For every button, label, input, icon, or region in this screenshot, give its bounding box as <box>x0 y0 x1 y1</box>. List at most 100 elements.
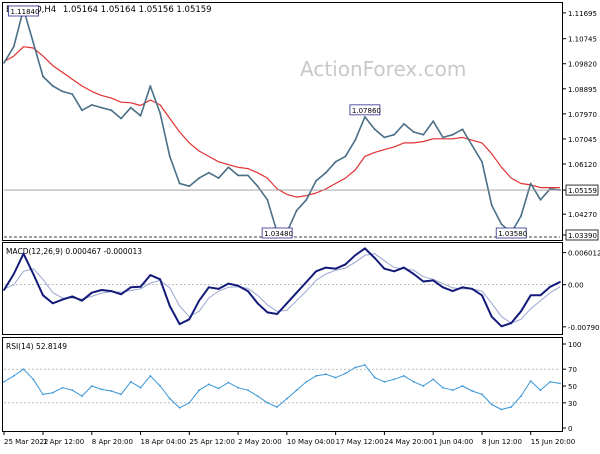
price-point <box>178 182 181 185</box>
time-tick-label: 1 Apr 12:00 <box>43 438 84 446</box>
macd-point <box>481 294 483 297</box>
price-point <box>110 109 113 112</box>
macd-point <box>51 302 54 305</box>
price-point <box>354 139 357 142</box>
price-point <box>266 198 269 201</box>
price-point <box>442 136 444 139</box>
price-point <box>32 41 35 44</box>
price-annotation-label: 1.11840 <box>11 8 40 16</box>
price-axis: 1.11695 1.10745 1.09820 1.08895 1.07970 1.070… <box>562 10 599 241</box>
rsi-guide-lines <box>4 368 560 404</box>
price-point <box>422 133 425 136</box>
price-line <box>3 8 561 234</box>
rsi-point <box>422 385 425 387</box>
price-point <box>520 215 522 217</box>
price-point <box>149 85 152 87</box>
support-price-box <box>565 229 599 241</box>
macd-point <box>393 270 396 273</box>
price-point <box>451 133 454 136</box>
price-point <box>344 155 347 158</box>
macd-point <box>198 299 201 302</box>
macd-point <box>403 266 405 269</box>
rsi-point <box>334 376 337 379</box>
price-tick-label: 1.09820 <box>568 61 597 69</box>
price-point <box>90 104 93 106</box>
rsi-point <box>393 378 396 381</box>
macd-point <box>461 286 464 289</box>
price-tick-label: 1.06120 <box>568 161 597 169</box>
price-point <box>539 198 542 201</box>
macd-point <box>178 323 181 325</box>
price-point <box>393 133 396 136</box>
price-point <box>432 120 435 123</box>
price-point <box>81 109 83 112</box>
price-point <box>549 188 552 190</box>
time-tick-label: 1 Jun 04:00 <box>433 438 473 446</box>
time-tick-label: 17 May 12:00 <box>336 438 384 446</box>
price-annotation-label: 1.07860 <box>352 107 381 115</box>
price-point <box>217 177 220 180</box>
macd-point <box>168 305 171 307</box>
macd-main-line <box>3 247 561 328</box>
macd-point <box>432 279 435 282</box>
rsi-point <box>529 380 532 382</box>
price-point <box>129 106 132 109</box>
macd-point <box>529 294 532 297</box>
macd-tick-label: 0.006012 <box>568 250 600 258</box>
price-point <box>139 114 142 117</box>
price-point <box>237 174 240 177</box>
price-point <box>3 62 5 64</box>
rsi-point <box>71 389 74 392</box>
macd-point <box>227 282 230 285</box>
time-tick-label: 24 May 20:00 <box>384 438 432 446</box>
rsi-point <box>451 389 454 392</box>
macd-point <box>149 274 152 276</box>
macd-point <box>61 298 64 301</box>
quote-values: 1.05164 1.05164 1.05156 1.05159 <box>63 5 212 15</box>
price-point <box>461 128 464 131</box>
macd-point <box>266 311 269 314</box>
macd-point <box>471 288 474 290</box>
price-point <box>481 160 483 163</box>
rsi-line <box>3 364 561 411</box>
rsi-point <box>110 390 113 392</box>
price-point <box>500 223 503 226</box>
price-annotation-box <box>495 227 527 239</box>
rsi-point <box>22 368 25 371</box>
macd-point <box>237 284 240 287</box>
macd-point <box>539 294 542 297</box>
time-tick-label: 2 May 20:00 <box>238 438 282 446</box>
macd-point <box>412 273 415 275</box>
rsi-point <box>227 381 230 384</box>
price-annotation-box <box>8 5 39 17</box>
macd-point <box>549 285 552 288</box>
rsi-point <box>159 385 162 387</box>
time-tick-label: 8 Jun 12:00 <box>482 438 522 446</box>
rsi-point <box>344 372 347 375</box>
price-point <box>168 155 171 158</box>
macd-point <box>295 291 298 294</box>
macd-point <box>500 325 503 328</box>
macd-tick-label: -0.007907 <box>568 324 600 332</box>
macd-point <box>12 273 15 275</box>
macd-point <box>373 257 376 259</box>
macd-point <box>559 281 561 283</box>
rsi-point <box>276 406 278 408</box>
price-point <box>42 75 44 78</box>
macd-point <box>286 302 288 305</box>
rsi-point <box>3 380 5 383</box>
rsi-point <box>305 380 308 383</box>
macd-point <box>129 286 132 289</box>
rsi-point <box>520 395 522 397</box>
rsi-tick-label: 70 <box>568 366 577 374</box>
rsi-point <box>90 385 93 387</box>
price-point <box>412 131 415 133</box>
rsi-point <box>432 378 435 381</box>
rsi-point <box>266 401 269 404</box>
price-point <box>198 177 201 180</box>
rsi-point <box>500 408 503 411</box>
price-point <box>364 116 366 118</box>
moving-average-line <box>3 46 560 198</box>
macd-point <box>520 310 522 313</box>
